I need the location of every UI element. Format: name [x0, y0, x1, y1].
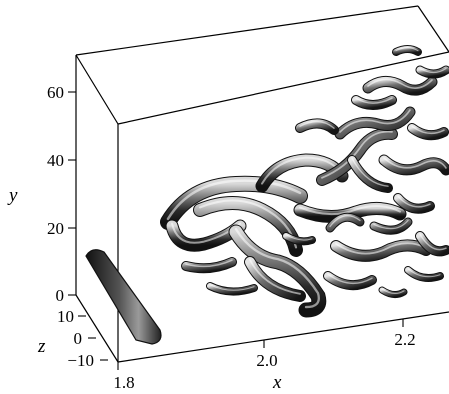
vortex-tube-highlight [185, 259, 233, 268]
vortex-tube-highlight [397, 195, 431, 208]
x-tick-label: 2.0 [256, 351, 277, 370]
cylinder-body [85, 249, 162, 345]
vortex-tube-highlight [285, 234, 313, 241]
vortex-tube-highlight [249, 258, 301, 295]
vortex-tube-highlight [321, 130, 393, 179]
vortex-tube-highlight [327, 273, 373, 284]
vortex-tube-shading [245, 257, 305, 301]
z-tick-label: 0 [74, 329, 83, 348]
vortex-tube-highlight [261, 156, 343, 185]
x-tick-label: 2.2 [394, 330, 415, 349]
vortex-tube-highlight [373, 219, 409, 230]
vortex-tube-shading [296, 119, 338, 134]
z-axis: 10 0 −10 z [37, 307, 108, 370]
vortex-tube-shading [182, 258, 236, 273]
vortex-tube-shading [207, 283, 257, 295]
vortex-tube-shading [408, 124, 448, 140]
vortex-tube-highlight [299, 120, 335, 129]
vortex-tube-shading [229, 225, 326, 317]
z-axis-label: z [37, 336, 46, 357]
x-tick-label: 1.8 [113, 373, 134, 392]
vortex-tube-shading [379, 287, 407, 298]
x-axis: 1.8 2.0 2.2 x [113, 319, 416, 393]
vortex-tube-highlight [381, 288, 405, 294]
vortex-tube-highlight [411, 125, 445, 135]
vortex-tube-highlight [198, 199, 298, 249]
vortex-tube-highlight [367, 78, 433, 89]
y-tick-label: 60 [47, 83, 64, 102]
vortex-tube-shading [416, 232, 449, 256]
bounding-box [75, 5, 449, 363]
vortex-tube-shading [393, 46, 421, 55]
y-tick-label: 0 [56, 286, 65, 305]
vortex-tube-highlight [395, 47, 419, 52]
vortex-tube-shading [379, 155, 449, 175]
vortex-tube-shading [283, 233, 315, 245]
vortex-tube-highlight [383, 157, 447, 169]
vortex-tube-highlight [339, 109, 411, 133]
vortex-tube-highlight [351, 157, 389, 187]
z-tick-label: 10 [57, 307, 74, 326]
vortex-tube-shading [416, 66, 449, 78]
vortex-tube-highlight [335, 242, 427, 255]
vortex-tube-shading [363, 77, 437, 95]
vortex-tube-highlight [299, 205, 401, 216]
vortex-tube-shading [326, 213, 364, 232]
vortex-tube-shading [317, 128, 397, 185]
y-axis: 0 20 40 60 y [7, 83, 76, 305]
vortex-tube-highlight [209, 284, 255, 291]
vortex-tube-shading [348, 156, 392, 192]
vortex-tube-highlight [419, 67, 447, 74]
vortex-tube-highlight [234, 227, 320, 309]
z-tick-label: −10 [67, 351, 94, 370]
vortex-structures [85, 45, 449, 345]
vortex-tube-shading [405, 267, 443, 281]
y-tick-label: 20 [47, 219, 64, 238]
vortex-tube-highlight [329, 215, 361, 228]
vortex-tube-shading [294, 203, 406, 222]
vortex-tube-shading [324, 272, 376, 290]
vortex-tube-shading [394, 194, 434, 213]
vortex-tube-shading [352, 96, 396, 109]
y-tick-label: 40 [47, 151, 64, 170]
vortex-tube-shading [335, 107, 415, 139]
vortex-tube-highlight [355, 97, 393, 104]
vortex-tube-highlight [407, 268, 441, 278]
vortex-tube-shading [161, 176, 307, 229]
y-axis-label: y [7, 185, 18, 206]
x-axis-label: x [272, 372, 282, 393]
vortex-tube-highlight [419, 233, 447, 251]
vortex-tube-highlight [166, 179, 302, 221]
vortex-tube-shading [331, 240, 431, 261]
vortex-tube-shading [370, 218, 412, 234]
